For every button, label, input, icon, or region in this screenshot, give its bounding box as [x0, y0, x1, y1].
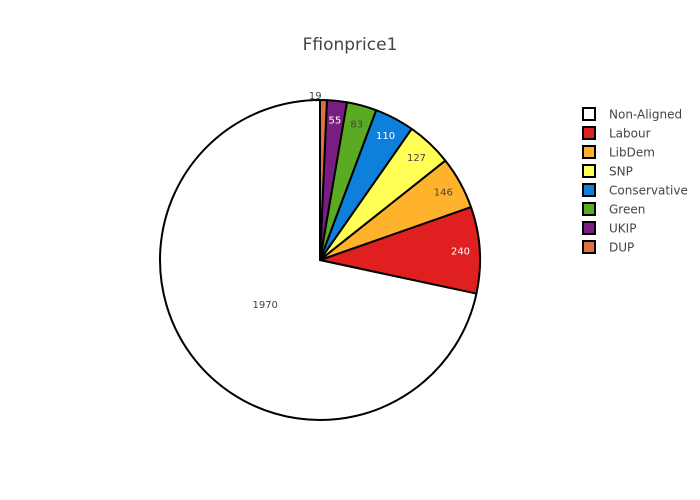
pie-slice-labour[interactable] [319, 206, 481, 295]
pie-slice-dup[interactable] [319, 98, 328, 261]
legend-swatch-libdem[interactable] [582, 145, 596, 159]
legend-swatch-green[interactable] [582, 202, 596, 216]
legend-swatch-non-aligned[interactable] [582, 107, 596, 121]
slice-label-labour: 240 [451, 247, 470, 258]
slice-label-libdem: 146 [434, 188, 453, 199]
slice-label-dup: 19 [309, 91, 322, 102]
chart-title: Ffionprice1 [303, 35, 398, 55]
legend-label-green[interactable]: Green [609, 203, 645, 217]
legend-swatch-labour[interactable] [582, 126, 596, 140]
legend-swatch-snp[interactable] [582, 164, 596, 178]
legend-label-snp[interactable]: SNP [609, 165, 633, 179]
slice-label-non-aligned: 1970 [252, 300, 277, 311]
slice-label-green: 83 [350, 120, 363, 131]
slice-label-ukip: 55 [329, 116, 342, 127]
pie-slice-non-aligned[interactable] [159, 99, 478, 421]
legend: Non-Aligned Labour LibDem SNP Conservative Gr… [582, 107, 688, 255]
legend-label-ukip[interactable]: UKIP [609, 222, 636, 236]
legend-label-conservative[interactable]: Conservative [609, 184, 688, 198]
pie-slice-labels: 1970 240 146 127 110 83 55 19 [252, 91, 470, 311]
legend-label-labour[interactable]: Labour [609, 127, 651, 141]
legend-label-libdem[interactable]: LibDem [609, 146, 655, 160]
legend-label-dup[interactable]: DUP [609, 241, 634, 255]
legend-swatch-ukip[interactable] [582, 221, 596, 235]
slice-label-snp: 127 [407, 153, 426, 164]
slice-label-conservative: 110 [376, 131, 395, 142]
legend-swatch-conservative[interactable] [582, 183, 596, 197]
legend-swatch-dup[interactable] [582, 240, 596, 254]
legend-label-non-aligned[interactable]: Non-Aligned [609, 108, 682, 122]
pie-slices [159, 98, 481, 421]
